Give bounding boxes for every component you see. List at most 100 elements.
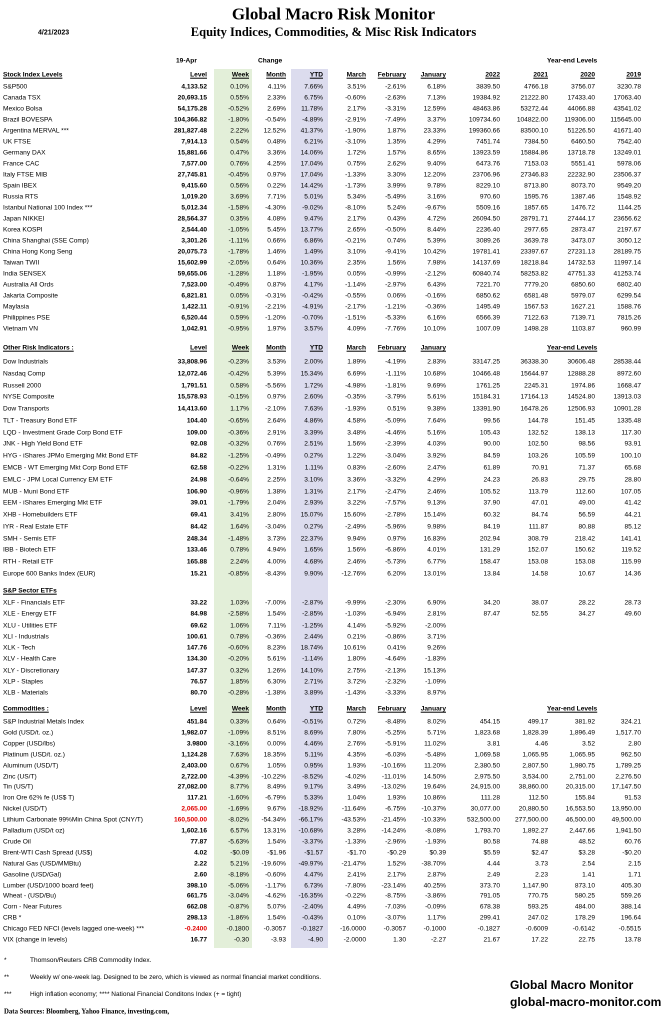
cell-value: 2.24% — [230, 558, 249, 566]
cell-value: -1.51% — [345, 314, 366, 322]
cell-value: 1495.49 — [476, 303, 500, 311]
cell-value: 37.90 — [483, 500, 500, 508]
cell-value: 4.35% — [347, 751, 366, 759]
cell-value: 7779.20 — [524, 281, 548, 289]
cell-value: 1144.25 — [617, 204, 641, 212]
cell-value: 308.79 — [527, 535, 548, 543]
cell-value: 2,975.50 — [474, 773, 500, 781]
cell-value: 60.76 — [624, 838, 641, 846]
cell-value: 71.37 — [578, 464, 595, 472]
cell-value: 2873.47 — [571, 226, 595, 234]
row-label: SMH - Semis ETF — [3, 535, 57, 543]
cell-value: -8.08% — [425, 827, 446, 835]
cell-value: 80.58 — [483, 838, 500, 846]
cell-value: 0.97% — [387, 535, 406, 543]
cell-value: -$0.29 — [387, 849, 406, 857]
cell-value: 3.39% — [304, 429, 323, 437]
row-label: Platinum (USD/t. oz.) — [3, 751, 65, 759]
cell-value: 0.54% — [230, 138, 249, 146]
cell-value: -0.54% — [265, 116, 286, 124]
row-label: Natural Gas (USD/MMBtu) — [3, 860, 82, 868]
cell-value: 0.41% — [387, 644, 406, 652]
cell-value: 23656.62 — [613, 215, 641, 223]
cell-value: -5.09% — [385, 417, 406, 425]
cell-value: 38.07 — [531, 599, 548, 607]
row-label: Corn - Near Futures — [3, 904, 62, 911]
cell-value: 14.42% — [300, 182, 323, 190]
cell-value: 3.53% — [267, 358, 286, 366]
row-label: XLP - Staples — [3, 678, 44, 686]
cell-value: 15884.86 — [520, 149, 548, 157]
cell-value: 1.80% — [347, 655, 366, 663]
cell-value: 0.97% — [267, 171, 286, 179]
subtitle: Equity Indices, Commodities, & Misc Risk… — [190, 24, 477, 39]
level-value: -0.2400 — [184, 925, 207, 933]
cell-value: 13249.01 — [613, 149, 641, 157]
cell-value: -8.18% — [228, 871, 249, 879]
cell-value: 13.77% — [300, 226, 323, 234]
cell-value: 91.53 — [624, 795, 641, 802]
cell-value: 1668.47 — [617, 382, 641, 390]
cell-value: 7.71% — [267, 193, 286, 201]
cell-value: 1.72% — [347, 149, 366, 157]
level-value: 3.9800 — [186, 740, 207, 748]
row-label: IYR - Real Estate ETF — [3, 523, 69, 531]
cell-value: 1387.46 — [571, 193, 595, 201]
cell-value: 28538.44 — [613, 358, 641, 366]
cell-value: 28.73 — [624, 599, 641, 607]
cell-value: 6.77% — [427, 558, 446, 566]
cell-value: -3.04% — [228, 893, 249, 901]
cell-value: 10466.48 — [472, 370, 500, 378]
cell-value: 0.83% — [347, 464, 366, 472]
cell-value: 47.01 — [531, 500, 548, 508]
cell-value: -0.49% — [228, 281, 249, 289]
cell-value: -2.27 — [430, 936, 446, 944]
cell-value: 2977.65 — [524, 226, 548, 234]
cell-value: -$1.57 — [304, 849, 323, 857]
level-value: 281,827.48 — [173, 127, 207, 135]
cell-value: 1,980.75 — [569, 762, 595, 770]
row-label: Europe 600 Banks Index (EUR) — [3, 570, 96, 578]
cell-value: 3.22% — [347, 500, 366, 508]
cell-value: 155.84 — [574, 795, 595, 802]
cell-value: 17.22 — [531, 936, 548, 944]
cell-value: -2.13% — [385, 667, 406, 675]
cell-value: 150.62 — [574, 547, 595, 555]
cell-value: -0.6009 — [525, 925, 548, 933]
row-label: Copper (USD/lbs) — [3, 740, 56, 748]
cell-value: -6.75% — [385, 805, 406, 813]
cell-value: 8972.60 — [617, 370, 641, 378]
cell-value: -0.43% — [302, 914, 323, 922]
cell-value: 1,892.27 — [522, 827, 548, 835]
row-label: Vietnam VN — [3, 325, 39, 333]
level-value: 92.08 — [190, 441, 207, 449]
row-label: XLB - Materials — [3, 689, 49, 697]
cell-value: 0.32% — [230, 667, 249, 675]
column-header: February — [377, 71, 406, 79]
cell-value: -1.43% — [345, 689, 366, 697]
cell-value: 1.85% — [230, 678, 249, 686]
cell-value: 90.00 — [483, 441, 500, 449]
cell-value: 1,065.95 — [569, 751, 595, 759]
cell-value: -7.76% — [385, 325, 406, 333]
cell-value: 2.81% — [427, 610, 446, 618]
cell-value: 1.04% — [347, 795, 366, 802]
column-header: March — [346, 71, 366, 79]
cell-value: 6460.50 — [571, 138, 595, 146]
section-title: Other Risk Indicators : — [3, 344, 74, 352]
cell-value: 5.01% — [304, 193, 323, 201]
cell-value: 98.56 — [578, 441, 595, 449]
cell-value: 0.56% — [230, 182, 249, 190]
row-label: NYSE Composite — [3, 394, 55, 402]
level-value: 12,072.46 — [177, 370, 207, 378]
cell-value: -2.49% — [345, 523, 366, 531]
cell-value: 0.76% — [230, 160, 249, 168]
cell-value: 13.84 — [483, 570, 500, 578]
cell-value: 1.56% — [347, 547, 366, 555]
level-value: 7,577.00 — [181, 160, 207, 168]
cell-value: 1.26% — [267, 667, 286, 675]
cell-value: -2.30% — [385, 599, 406, 607]
cell-value: -43.53% — [341, 816, 366, 824]
cell-value: -1.78% — [228, 248, 249, 256]
cell-value: -2.17% — [345, 303, 366, 311]
